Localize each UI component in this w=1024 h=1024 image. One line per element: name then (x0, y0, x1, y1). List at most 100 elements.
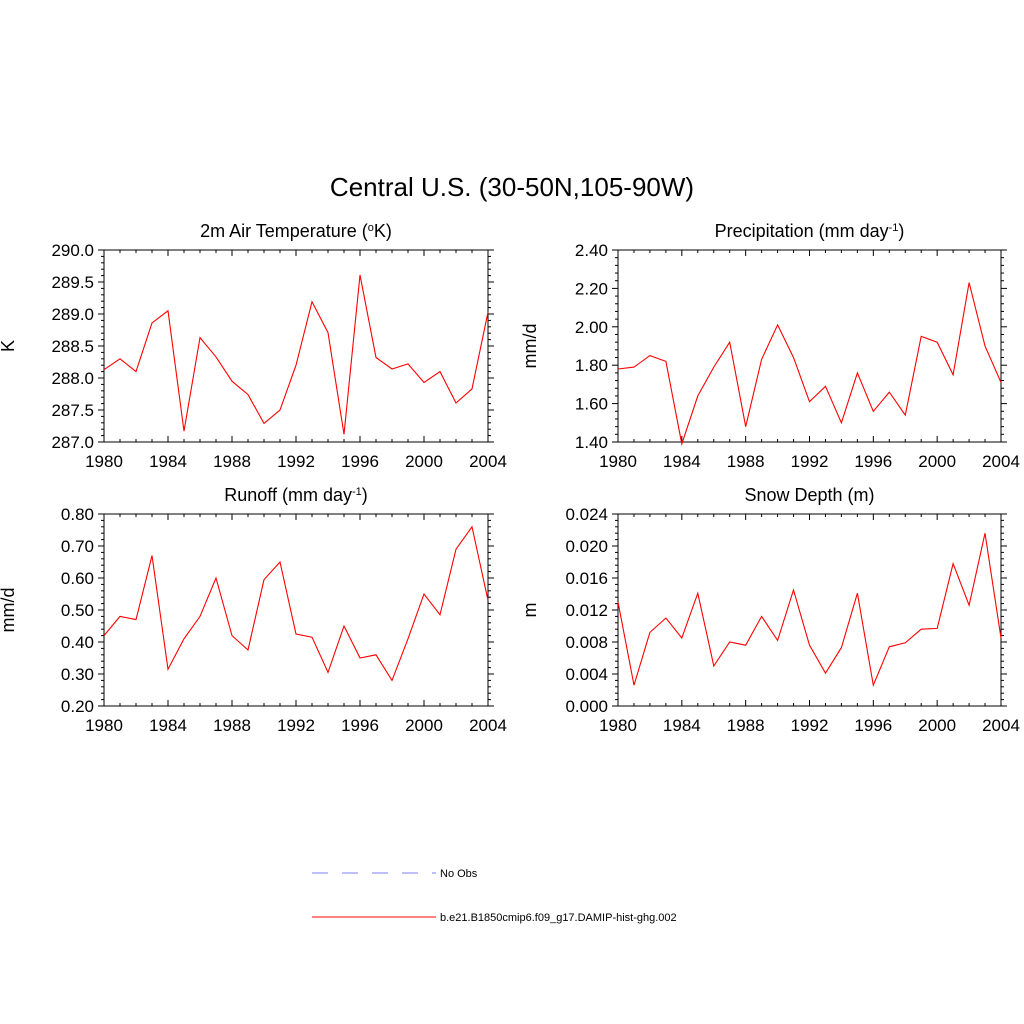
data-point (103, 634, 105, 636)
data-point (295, 364, 297, 366)
data-point (343, 433, 345, 435)
data-point (423, 593, 425, 595)
y-tick-label: 0.016 (565, 569, 608, 588)
data-point (840, 646, 842, 648)
data-point (1000, 637, 1002, 639)
panel-title: Snow Depth (m) (744, 485, 874, 505)
data-point (729, 341, 731, 343)
x-tick-label: 1996 (341, 452, 379, 471)
data-point (119, 358, 121, 360)
data-point (744, 644, 746, 646)
y-axis-label: mm/d (0, 588, 18, 633)
x-tick-label: 2000 (405, 452, 443, 471)
legend: No Obs b.e21.B1850cmip6.f09_g17.DAMIP-hi… (312, 868, 677, 924)
data-point (856, 372, 858, 374)
x-tick-label: 1996 (854, 452, 892, 471)
x-tick-label: 1980 (85, 452, 123, 471)
x-tick-label: 1992 (791, 452, 829, 471)
data-point (665, 360, 667, 362)
data-point (984, 532, 986, 534)
panel-precipitation: 1980 1984 1988 1992 1996 2000 2004 1.40 1.60 1.80… (520, 221, 1020, 471)
data-point (311, 636, 313, 638)
data-point (681, 637, 683, 639)
x-tick-label: 1992 (277, 716, 315, 735)
data-point (455, 402, 457, 404)
data-point (375, 356, 377, 358)
data-point (151, 322, 153, 324)
data-point (697, 592, 699, 594)
figure-title: Central U.S. (30-50N,105-90W) (330, 172, 694, 202)
panel-title: Precipitation (mm day-1) (715, 221, 905, 241)
x-tick-label: 1992 (791, 716, 829, 735)
data-point (215, 356, 217, 358)
data-point (760, 615, 762, 617)
panel-snow-depth: 1980 1984 1988 1992 1996 2000 2004 0.000 0.004 0.… (520, 485, 1020, 735)
series-line-air-temperature (103, 274, 489, 435)
data-point (215, 577, 217, 579)
data-point (359, 274, 361, 276)
data-point (455, 548, 457, 550)
legend-label-no-obs: No Obs (440, 868, 478, 880)
data-point (760, 358, 762, 360)
data-point (103, 368, 105, 370)
data-point (888, 646, 890, 648)
data-point (407, 638, 409, 640)
series-line-precipitation (617, 282, 1002, 447)
data-point (391, 368, 393, 370)
x-tick-label: 1988 (213, 452, 251, 471)
x-tick-label: 1988 (727, 716, 765, 735)
y-tick-label: 0.024 (565, 505, 608, 524)
y-tick-label: 0.004 (565, 665, 608, 684)
data-point (697, 395, 699, 397)
y-tick-label: 0.008 (565, 633, 608, 652)
y-tick-label: 0.70 (61, 537, 94, 556)
data-point (633, 684, 635, 686)
y-tick-label: 288.0 (51, 369, 94, 388)
data-point (904, 642, 906, 644)
data-point (167, 668, 169, 670)
data-point (343, 625, 345, 627)
y-tick-label: 2.00 (575, 318, 608, 337)
x-tick-label: 1992 (277, 452, 315, 471)
series-line-snow-depth (617, 533, 1002, 688)
data-point (1000, 381, 1002, 383)
data-point (776, 324, 778, 326)
y-tick-label: 0.000 (565, 697, 608, 716)
y-tick-label: 0.80 (61, 505, 94, 524)
data-point (808, 400, 810, 402)
data-point (649, 354, 651, 356)
data-point (633, 366, 635, 368)
y-tick-label: 289.0 (51, 305, 94, 324)
y-tick-label: 287.0 (51, 433, 94, 452)
data-point (856, 592, 858, 594)
data-point (199, 615, 201, 617)
y-tick-label: 2.40 (575, 241, 608, 260)
data-point (617, 601, 619, 603)
data-point (649, 631, 651, 633)
x-tick-label: 1980 (599, 452, 637, 471)
data-point (936, 627, 938, 629)
panel-air-temperature: 1980 1984 1988 1992 1996 2000 2004 287.0 287.5 28… (0, 221, 507, 471)
x-tick-label: 1984 (663, 452, 701, 471)
data-point (968, 281, 970, 283)
plot-frame (103, 249, 489, 443)
data-point (247, 649, 249, 651)
x-tick-label: 1984 (663, 716, 701, 735)
data-point (471, 388, 473, 390)
data-point (295, 633, 297, 635)
y-tick-label: 0.40 (61, 633, 94, 652)
x-tick-label: 1988 (727, 452, 765, 471)
x-tick-label: 2004 (469, 716, 507, 735)
data-point (135, 618, 137, 620)
data-point (617, 368, 619, 370)
y-tick-label: 1.40 (575, 433, 608, 452)
data-point (183, 638, 185, 640)
data-point (359, 657, 361, 659)
data-point (183, 430, 185, 432)
data-point (279, 561, 281, 563)
data-point (792, 356, 794, 358)
panels: 1980 1984 1988 1992 1996 2000 2004 287.0 287.5 28… (0, 221, 1020, 735)
data-point (167, 310, 169, 312)
data-point (375, 654, 377, 656)
